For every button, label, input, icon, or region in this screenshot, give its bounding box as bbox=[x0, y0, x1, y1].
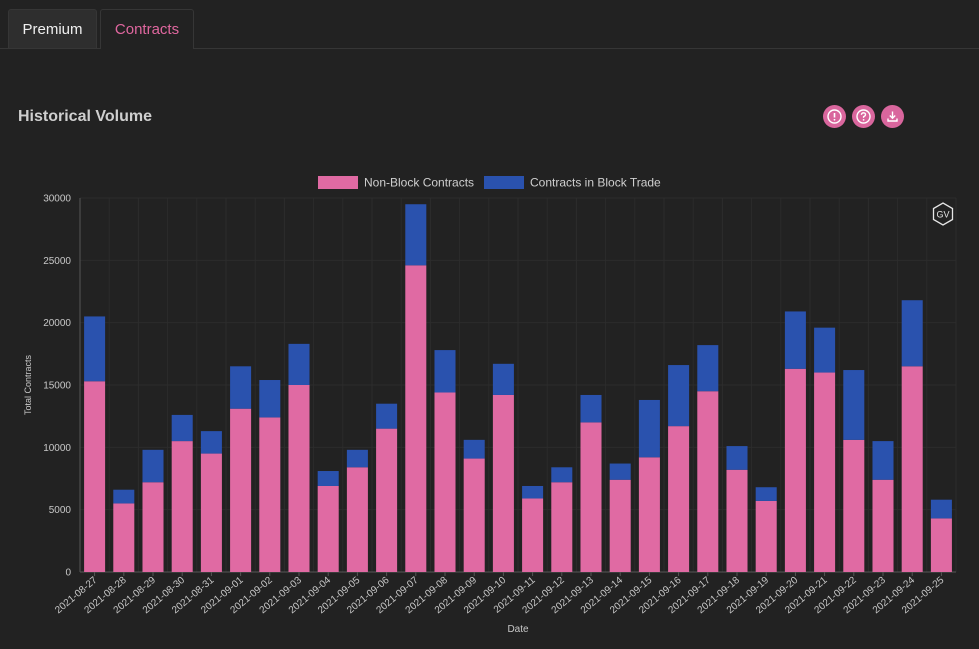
legend-swatch-non-block bbox=[318, 176, 358, 189]
bar-non-block bbox=[726, 469, 748, 572]
bar-block-trade bbox=[376, 403, 398, 429]
tab-bar: Premium Contracts bbox=[0, 0, 979, 49]
bar-non-block bbox=[84, 381, 106, 572]
y-tick-label: 15000 bbox=[43, 381, 71, 392]
bar-non-block bbox=[843, 439, 865, 572]
bar-non-block bbox=[492, 394, 514, 572]
bar-non-block bbox=[609, 479, 631, 572]
bar-block-trade bbox=[113, 489, 135, 504]
y-tick-label: 20000 bbox=[43, 318, 71, 329]
bar-non-block bbox=[668, 426, 690, 572]
gv-badge-icon bbox=[932, 202, 954, 226]
bar-block-trade bbox=[697, 345, 719, 392]
bar-non-block bbox=[901, 366, 923, 572]
bar-block-trade bbox=[288, 343, 310, 385]
y-tick-label: 10000 bbox=[43, 443, 71, 454]
help-icon bbox=[856, 109, 871, 124]
bar-non-block bbox=[580, 422, 602, 572]
bar-non-block bbox=[434, 392, 456, 572]
bar-non-block bbox=[200, 453, 222, 572]
bar-block-trade bbox=[726, 446, 748, 470]
bar-block-trade bbox=[872, 441, 894, 480]
bar-non-block bbox=[113, 503, 135, 572]
y-axis-title: Total Contracts bbox=[23, 354, 33, 415]
bar-block-trade bbox=[668, 365, 690, 427]
gv-badge-label: GV bbox=[936, 210, 949, 220]
bar-non-block bbox=[142, 482, 164, 572]
bar-non-block bbox=[230, 408, 252, 572]
bar-non-block bbox=[288, 385, 310, 572]
legend-label-non-block: Non-Block Contracts bbox=[364, 176, 474, 190]
bar-non-block bbox=[638, 457, 660, 572]
y-tick-label: 30000 bbox=[43, 194, 71, 205]
bar-block-trade bbox=[755, 487, 777, 501]
y-tick-label: 5000 bbox=[49, 505, 72, 516]
bar-non-block bbox=[171, 441, 193, 572]
bar-block-trade bbox=[638, 399, 660, 458]
y-tick-label: 25000 bbox=[43, 256, 71, 267]
bar-non-block bbox=[551, 482, 573, 572]
bar-block-trade bbox=[843, 370, 865, 440]
bar-block-trade bbox=[814, 327, 836, 373]
bar-block-trade bbox=[230, 366, 252, 409]
bar-block-trade bbox=[492, 363, 514, 395]
bar-non-block bbox=[463, 458, 485, 572]
help-button[interactable] bbox=[852, 105, 875, 128]
legend-swatch-block-trade bbox=[484, 176, 524, 189]
bar-block-trade bbox=[200, 431, 222, 454]
bar-block-trade bbox=[171, 414, 193, 442]
bar-block-trade bbox=[463, 439, 485, 459]
bar-non-block bbox=[814, 372, 836, 572]
info-button[interactable] bbox=[823, 105, 846, 128]
y-tick-label: 0 bbox=[65, 568, 71, 579]
bar-non-block bbox=[317, 485, 339, 572]
bar-block-trade bbox=[142, 449, 164, 483]
bar-block-trade bbox=[259, 380, 281, 418]
bar-non-block bbox=[930, 518, 952, 572]
bar-non-block bbox=[697, 391, 719, 572]
bar-block-trade bbox=[346, 449, 368, 468]
historical-volume-chart: 0500010000150002000025000300002021-08-27… bbox=[23, 176, 957, 635]
tab-contracts[interactable]: Contracts bbox=[100, 9, 194, 49]
bar-non-block bbox=[346, 467, 368, 572]
legend-label-block-trade: Contracts in Block Trade bbox=[530, 176, 661, 190]
bar-block-trade bbox=[317, 471, 339, 486]
bar-non-block bbox=[784, 368, 806, 572]
info-icon bbox=[827, 109, 842, 124]
bar-non-block bbox=[259, 417, 281, 572]
bar-non-block bbox=[405, 265, 427, 572]
bar-non-block bbox=[755, 500, 777, 572]
bar-block-trade bbox=[522, 485, 544, 499]
bar-block-trade bbox=[551, 467, 573, 483]
bar-block-trade bbox=[784, 311, 806, 369]
bar-non-block bbox=[522, 498, 544, 572]
bar-block-trade bbox=[405, 204, 427, 266]
bar-block-trade bbox=[434, 350, 456, 393]
download-icon bbox=[887, 111, 898, 122]
tab-premium-label: Premium bbox=[22, 20, 83, 38]
tab-contracts-label: Contracts bbox=[114, 21, 180, 38]
tab-premium[interactable]: Premium bbox=[8, 9, 97, 48]
bar-non-block bbox=[872, 479, 894, 572]
section-title: Historical Volume bbox=[18, 108, 152, 125]
bar-block-trade bbox=[930, 499, 952, 519]
bar-non-block bbox=[376, 428, 398, 572]
x-axis-title: Date bbox=[507, 624, 529, 635]
bar-block-trade bbox=[580, 394, 602, 423]
bar-block-trade bbox=[901, 300, 923, 367]
bar-block-trade bbox=[609, 463, 631, 480]
bar-block-trade bbox=[84, 316, 106, 382]
download-button[interactable] bbox=[881, 105, 904, 128]
